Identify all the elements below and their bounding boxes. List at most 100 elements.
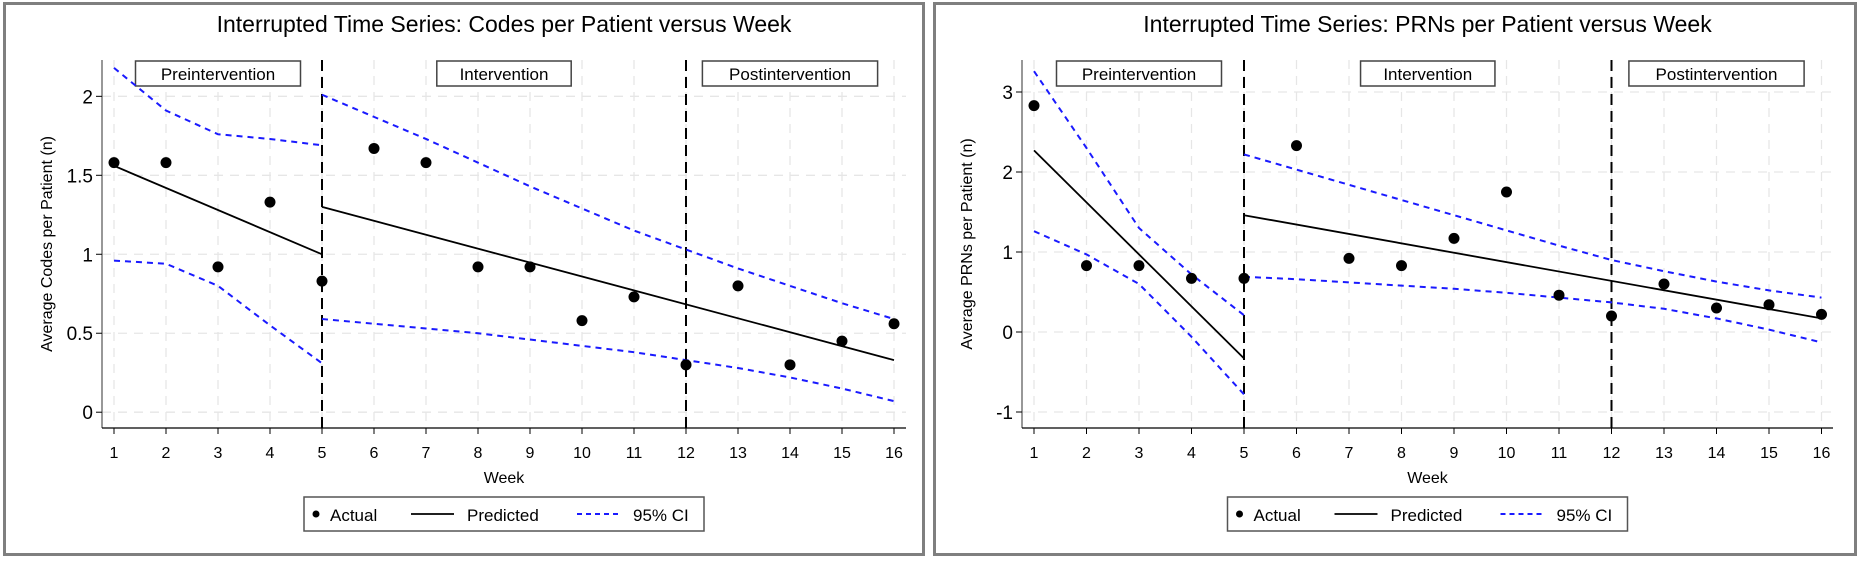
actual-point <box>368 142 380 154</box>
phase-label-box <box>701 60 879 87</box>
phase-label-intervention: Intervention <box>1359 60 1496 87</box>
actual-point <box>1343 252 1355 264</box>
phase-label-postintervention: Postintervention <box>1628 60 1805 87</box>
y-tick-label: 1 <box>82 245 93 266</box>
x-tick-label: 2 <box>1082 445 1091 462</box>
legend-label-predicted: Predicted <box>467 506 539 525</box>
x-tick-label: 14 <box>781 445 799 462</box>
x-tick-label: 1 <box>110 445 119 462</box>
x-tick-label: 10 <box>573 445 591 462</box>
ci-upper-line <box>1243 153 1822 299</box>
actual-point <box>1606 310 1617 322</box>
y-tick-label: -1 <box>996 403 1013 424</box>
actual-point <box>524 261 536 273</box>
x-tick-label: 4 <box>266 445 275 462</box>
x-tick-label: 15 <box>833 445 851 462</box>
x-tick-label: 6 <box>1292 445 1301 462</box>
phase-label-text: Preintervention <box>161 65 275 84</box>
actual-point <box>1291 140 1302 152</box>
actual-point <box>1081 260 1092 272</box>
phase-label-text: Postintervention <box>1656 65 1778 84</box>
actual-point <box>472 261 484 273</box>
phase-label-preintervention: Preintervention <box>1055 60 1223 87</box>
x-tick-label: 12 <box>1603 445 1621 462</box>
y-axis-label: Average PRNs per Patient (n) <box>959 138 976 349</box>
x-tick-label: 1 <box>1030 445 1039 462</box>
actual-point <box>1763 299 1775 311</box>
phase-label-box <box>436 60 572 87</box>
actual-point <box>1448 232 1460 244</box>
x-tick-label: 7 <box>422 445 431 462</box>
x-tick-label: 7 <box>1345 445 1354 462</box>
x-tick-label: 8 <box>474 445 483 462</box>
actual-point <box>212 261 224 273</box>
y-tick-label: 0 <box>82 403 93 424</box>
predicted-line <box>113 164 323 256</box>
legend-box <box>1226 496 1629 532</box>
actual-point <box>420 157 432 169</box>
chart-panel-prns: Interrupted Time Series: PRNs per Patien… <box>933 2 1857 556</box>
y-tick-label: 1.5 <box>67 166 93 187</box>
y-tick-label: 3 <box>1002 83 1013 104</box>
actual-point <box>1186 272 1197 284</box>
ci-lower-line <box>321 318 895 403</box>
actual-point <box>1553 289 1565 301</box>
predicted-line <box>321 206 895 361</box>
predicted-line <box>1243 214 1822 320</box>
actual-point <box>1816 308 1827 320</box>
phase-label-text: Intervention <box>1383 65 1472 84</box>
phase-label-box <box>1628 60 1805 87</box>
actual-point <box>836 335 848 347</box>
x-tick-label: 3 <box>1135 445 1144 462</box>
predicted-line <box>1033 149 1245 360</box>
actual-point <box>160 157 172 169</box>
y-tick-label: 2 <box>1002 163 1013 184</box>
chart-panel-codes: Interrupted Time Series: Codes per Patie… <box>3 2 925 556</box>
actual-point <box>784 359 796 371</box>
legend-marker-actual <box>312 510 320 518</box>
phase-label-text: Preintervention <box>1082 65 1196 84</box>
legend: Actual Predicted 95% CI <box>1226 496 1629 532</box>
chart-svg: Interrupted Time Series: PRNs per Patien… <box>959 11 1833 532</box>
phase-label-text: Intervention <box>460 65 549 84</box>
x-tick-label: 5 <box>1240 445 1249 462</box>
x-tick-label: 10 <box>1498 445 1516 462</box>
y-tick-label: 0.5 <box>67 324 93 345</box>
actual-point <box>108 157 120 169</box>
ci-upper-line <box>1033 70 1245 316</box>
actual-point <box>576 315 588 327</box>
actual-point <box>1238 272 1250 284</box>
legend-label-predicted: Predicted <box>1391 506 1463 525</box>
actual-point <box>1396 260 1407 272</box>
actual-point <box>1028 100 1040 112</box>
legend-label-actual: Actual <box>1254 506 1301 525</box>
phase-label-box <box>1055 60 1223 87</box>
actual-point <box>732 280 744 292</box>
x-axis-label: Week <box>1407 470 1449 487</box>
actual-point <box>316 275 328 287</box>
legend-marker-actual <box>1236 510 1243 518</box>
chart-title: Interrupted Time Series: PRNs per Patien… <box>1143 11 1712 37</box>
legend-box <box>303 496 705 532</box>
phase-label-box <box>134 60 302 87</box>
phase-label-box <box>1359 60 1496 87</box>
chart-title: Interrupted Time Series: Codes per Patie… <box>217 11 792 37</box>
legend-label-actual: Actual <box>330 506 377 525</box>
y-axis-label: Average Codes per Patient (n) <box>39 136 56 352</box>
actual-point <box>680 359 692 371</box>
x-tick-label: 4 <box>1187 445 1196 462</box>
x-tick-label: 6 <box>370 445 379 462</box>
x-tick-label: 16 <box>885 445 903 462</box>
x-tick-label: 9 <box>526 445 535 462</box>
phase-label-intervention: Intervention <box>436 60 572 87</box>
actual-point <box>1501 186 1512 198</box>
chart-svg: Interrupted Time Series: Codes per Patie… <box>39 11 906 532</box>
ci-upper-line <box>321 93 895 320</box>
legend-label-ci: 95% CI <box>633 506 689 525</box>
actual-point <box>888 318 900 330</box>
x-tick-label: 3 <box>214 445 223 462</box>
ci-upper-line <box>113 67 323 147</box>
phase-label-text: Postintervention <box>729 65 851 84</box>
x-tick-label: 15 <box>1760 445 1778 462</box>
ci-lower-line <box>1243 275 1822 344</box>
